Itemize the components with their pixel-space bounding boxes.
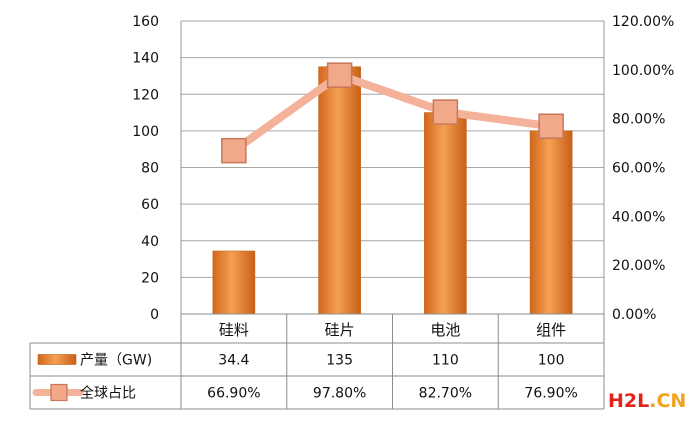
line-marker (538, 113, 564, 139)
table-cell-output: 100 (538, 353, 565, 369)
table-cell-share: 82.70% (419, 386, 472, 402)
category-label: 电池 (430, 321, 460, 339)
share-line (229, 71, 556, 155)
watermark: H2L.CN (608, 390, 686, 412)
left-tick-label: 140 (132, 51, 159, 67)
table-cell-share: 97.80% (313, 386, 366, 402)
left-tick-label: 120 (132, 87, 159, 103)
right-tick-label: 40.00% (612, 209, 665, 225)
bar (424, 112, 467, 315)
left-axis-ticks: 0 20 40 60 80 100 120 140 160 (132, 14, 159, 323)
left-tick-label: 40 (141, 234, 159, 250)
right-tick-label: 100.00% (612, 63, 674, 79)
category-label: 硅料 (219, 321, 249, 339)
bar-series (212, 66, 573, 315)
line-series (221, 62, 564, 164)
legend-marker-swatch (50, 383, 68, 402)
right-axis-ticks: 0.00% 20.00% 40.00% 60.00% 80.00% 100.00% 120.… (612, 14, 674, 323)
legend-label-share: 全球占比 (80, 385, 136, 402)
left-tick-label: 160 (132, 14, 159, 30)
table-cell-output: 135 (326, 353, 353, 369)
left-tick-label: 60 (141, 197, 159, 213)
legend-label-output: 产量（GW) (80, 353, 152, 369)
table-cell-output: 34.4 (218, 353, 249, 369)
line-marker (432, 99, 459, 125)
left-tick-label: 100 (132, 124, 159, 140)
category-label: 硅片 (325, 321, 355, 339)
line-marker (221, 137, 247, 164)
right-tick-label: 20.00% (612, 258, 665, 274)
right-tick-label: 0.00% (612, 307, 656, 323)
category-label: 组件 (536, 321, 566, 339)
right-tick-label: 60.00% (612, 161, 665, 177)
right-tick-label: 80.00% (612, 112, 665, 128)
right-tick-label: 120.00% (612, 14, 674, 30)
left-tick-label: 80 (141, 161, 159, 177)
bar (529, 130, 573, 315)
bar (318, 66, 361, 315)
line-marker (326, 62, 353, 88)
left-tick-label: 0 (150, 307, 159, 323)
left-tick-label: 20 (141, 270, 159, 286)
legend-bar-swatch (37, 354, 77, 365)
table-cell-output: 110 (432, 353, 459, 369)
table-cell-share: 66.90% (207, 386, 260, 402)
table-cell-share: 76.90% (524, 386, 577, 402)
bar (212, 250, 256, 315)
